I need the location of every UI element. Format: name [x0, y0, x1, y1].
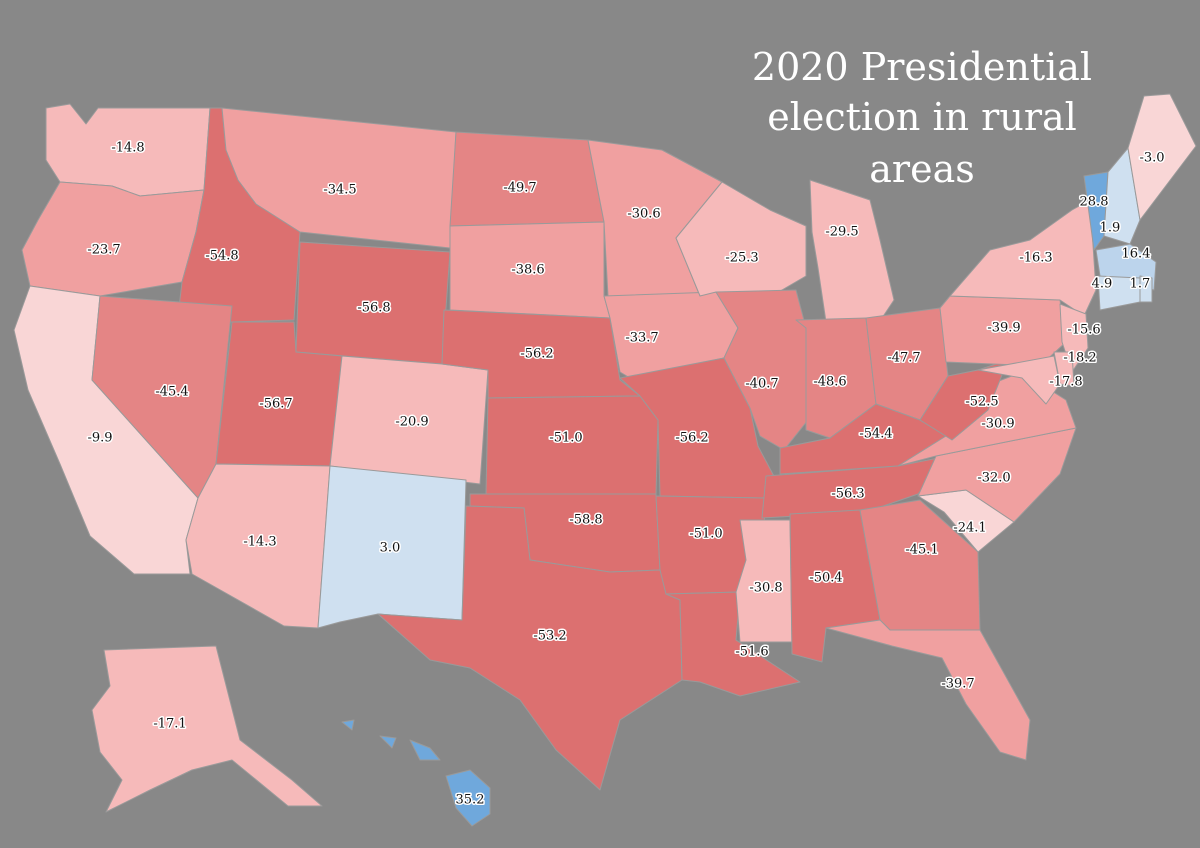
- state-label-il: -40.7: [745, 377, 778, 392]
- state-label-nd: -49.7: [503, 181, 536, 196]
- state-label-ri: 1.7: [1130, 277, 1151, 292]
- state-label-va: -30.9: [981, 417, 1014, 432]
- state-label-hi: 35.2: [456, 793, 485, 808]
- state-label-ne: -56.2: [520, 347, 553, 362]
- state-label-or: -23.7: [87, 243, 120, 258]
- state-nh: [1103, 147, 1141, 245]
- state-hi: [341, 719, 491, 827]
- state-label-ia: -33.7: [625, 331, 658, 346]
- state-label-az: -14.3: [243, 535, 276, 550]
- state-label-ks: -51.0: [549, 431, 582, 446]
- state-label-nh: 1.9: [1100, 221, 1121, 236]
- state-label-mn: -30.6: [627, 207, 660, 222]
- state-label-al: -50.4: [809, 571, 842, 586]
- state-label-ca: -9.9: [87, 431, 112, 446]
- state-label-mt: -34.5: [323, 183, 356, 198]
- state-label-id: -54.8: [205, 249, 238, 264]
- state-tx: [377, 505, 683, 791]
- state-label-de: -18.2: [1063, 351, 1096, 366]
- state-wi: [675, 181, 807, 319]
- state-label-oh: -47.7: [887, 351, 920, 366]
- state-shapes: [13, 93, 1197, 827]
- state-label-nc: -32.0: [977, 471, 1010, 486]
- state-label-sc: -24.1: [953, 521, 986, 536]
- state-label-nv: -45.4: [155, 385, 188, 400]
- state-label-ma: 16.4: [1122, 247, 1151, 262]
- state-label-wv: -52.5: [965, 395, 998, 410]
- state-label-md: -17.8: [1049, 375, 1082, 390]
- state-label-wi: -25.3: [725, 251, 758, 266]
- state-label-la: -51.6: [735, 645, 768, 660]
- map-title: 2020 Presidential election in rural area…: [752, 45, 1092, 191]
- title-line-3: areas: [869, 147, 974, 191]
- state-label-nm: 3.0: [380, 541, 401, 556]
- state-nd: [449, 131, 605, 227]
- state-label-tn: -56.3: [831, 487, 864, 502]
- state-ri: [1139, 275, 1153, 303]
- state-label-fl: -39.7: [941, 677, 974, 692]
- state-label-ky: -54.4: [859, 427, 892, 442]
- state-fl: [825, 619, 1031, 761]
- state-labels: -14.8 -23.7 -9.9 -54.8 -45.4 -34.5 -56.8 -56.7 -…: [86, 139, 1166, 809]
- state-co: [329, 355, 489, 485]
- state-label-sd: -38.6: [511, 263, 544, 278]
- state-label-nj: -15.6: [1067, 323, 1100, 338]
- state-label-co: -20.9: [395, 415, 428, 430]
- state-label-wy: -56.8: [357, 301, 390, 316]
- state-label-pa: -39.9: [987, 321, 1020, 336]
- state-label-ga: -45.1: [905, 543, 938, 558]
- state-label-ok: -58.8: [569, 513, 602, 528]
- state-label-ny: -16.3: [1019, 251, 1052, 266]
- state-label-ut: -56.7: [259, 397, 292, 412]
- state-label-me: -3.0: [1139, 151, 1164, 166]
- state-md: [977, 355, 1061, 405]
- state-label-wa: -14.8: [111, 141, 144, 156]
- state-label-ms: -30.8: [749, 581, 782, 596]
- state-label-ak: -17.1: [153, 717, 186, 732]
- state-label-in: -48.6: [813, 375, 846, 390]
- title-line-1: 2020 Presidential: [752, 45, 1092, 89]
- state-label-ar: -51.0: [689, 527, 722, 542]
- state-label-vt: 28.8: [1080, 195, 1109, 210]
- state-label-ct: 4.9: [1092, 277, 1113, 292]
- title-line-2: election in rural: [767, 95, 1077, 139]
- state-label-mo: -56.2: [675, 431, 708, 446]
- state-label-tx: -53.2: [533, 629, 566, 644]
- state-label-mi: -29.5: [825, 225, 858, 240]
- state-il: [715, 289, 809, 451]
- state-ak: [91, 645, 323, 813]
- state-ks: [485, 395, 659, 495]
- state-me: [1127, 93, 1197, 221]
